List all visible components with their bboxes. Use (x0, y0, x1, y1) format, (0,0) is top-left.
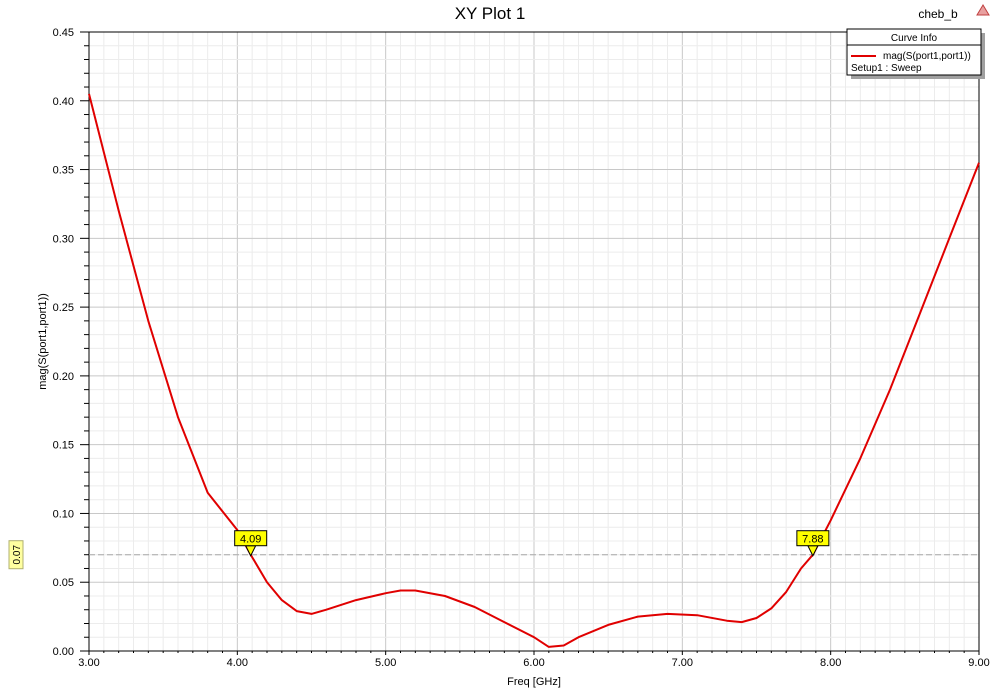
y-tick-label: 0.20 (53, 371, 74, 383)
y-tick-label: 0.15 (53, 440, 74, 452)
x-tick-label: 3.00 (78, 657, 99, 669)
y-axis-label: mag(S(port1,port1)) (37, 293, 49, 390)
legend-box (846, 28, 982, 76)
x-tick-label: 5.00 (375, 657, 396, 669)
chart-title: XY Plot 1 (455, 4, 526, 23)
marker-1[interactable]: 4.09 (234, 530, 268, 557)
marker-label: 7.88 (802, 534, 823, 546)
axis-ticks: 3.00 4.00 5.00 6.00 7.00 8.00 9.00 0.00 0.05 0.10… (53, 27, 990, 669)
legend-entry-sublabel: Setup1 : Sweep (851, 63, 922, 74)
y-tick-label: 0.25 (53, 302, 74, 314)
y-tick-label: 0.00 (53, 646, 74, 658)
y-tick-label: 0.10 (53, 508, 74, 520)
legend-header: Curve Info (891, 33, 938, 44)
marker-label-box (234, 530, 268, 547)
markers[interactable]: 4.09 7.88 (234, 530, 830, 557)
curve-group[interactable] (88, 93, 980, 648)
y-tick-label: 0.40 (53, 96, 74, 108)
x-tick-label: 7.00 (672, 657, 693, 669)
grid-lines (89, 32, 979, 651)
series-line-s11[interactable] (88, 93, 980, 648)
marker-label: 4.09 (240, 534, 261, 546)
y-tick-label: 0.45 (53, 27, 74, 39)
x-tick-label: 4.00 (227, 657, 248, 669)
y-tick-label: 0.35 (53, 165, 74, 177)
warning-triangle-icon[interactable] (976, 4, 990, 16)
x-tick-label: 9.00 (968, 657, 989, 669)
marker-2[interactable]: 7.88 (796, 530, 830, 557)
y-tick-label: 0.05 (53, 577, 74, 589)
x-tick-label: 8.00 (820, 657, 841, 669)
legend-entry-label: mag(S(port1,port1)) (883, 51, 971, 62)
x-tick-label: 6.00 (523, 657, 544, 669)
reference-value-badge[interactable] (8, 540, 24, 570)
x-axis-label: Freq [GHz] (507, 676, 561, 688)
curve-info-legend[interactable]: Curve Info mag(S(port1,port1)) Setup1 : … (846, 28, 985, 79)
y-tick-label: 0.30 (53, 233, 74, 245)
reference-value-label: 0.07 (12, 545, 23, 565)
marker-label-box (796, 530, 830, 547)
reference-line-group[interactable]: 0.07 (8, 540, 979, 570)
design-name-label: cheb_b (918, 7, 958, 21)
